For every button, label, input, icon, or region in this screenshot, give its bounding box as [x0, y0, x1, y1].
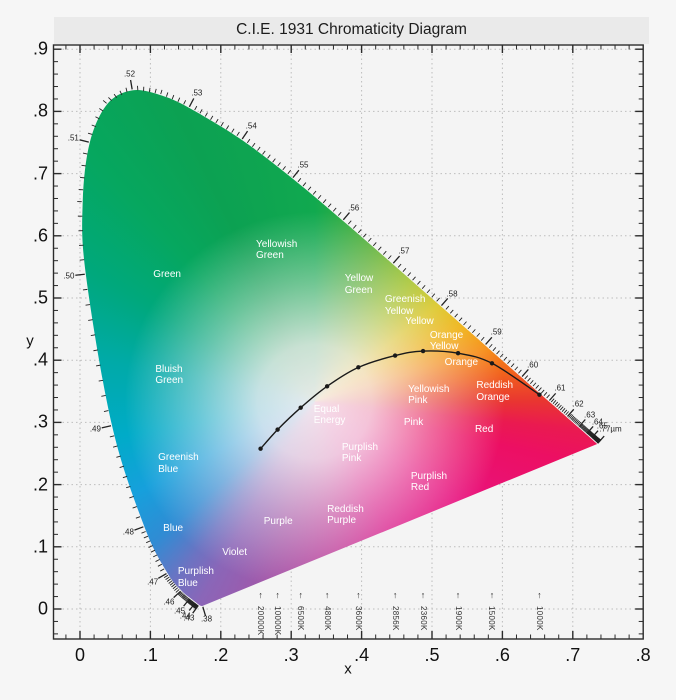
- wavelength-label: .53: [191, 88, 203, 98]
- region-label: Blue: [163, 523, 184, 535]
- wavelength-label: .44: [179, 611, 191, 621]
- wavelength-label: .60: [527, 360, 539, 370]
- region-label: Reddish Orange: [476, 380, 514, 403]
- x-axis-title: x: [344, 660, 352, 678]
- wavelength-label: .63: [584, 410, 596, 420]
- temp-label: 4800K: [322, 606, 332, 631]
- region-label: Yellow Green: [344, 273, 374, 296]
- wavelength-label: .50: [63, 271, 75, 281]
- temp-label: 20000K: [256, 606, 266, 636]
- up-arrow-icon: ↑: [392, 590, 398, 600]
- wavelength-label: .62: [572, 399, 584, 409]
- temp-label: 6500K: [296, 606, 306, 631]
- temp-label: 2856K: [390, 606, 400, 631]
- x-tick-label: .4: [354, 645, 370, 665]
- y-tick-label: .1: [32, 536, 48, 557]
- x-tick-label: .5: [424, 645, 440, 665]
- region-label: Yellowish Green: [256, 238, 298, 262]
- spectral-locus-ticks: [75, 79, 605, 617]
- region-label: Violet: [222, 546, 248, 558]
- y-axis-title: y: [26, 332, 34, 350]
- axis-ticks: [53, 45, 644, 639]
- temp-label: 1500K: [487, 606, 497, 631]
- planckian-locus-curve: [260, 350, 540, 450]
- x-tick-label: .6: [494, 645, 510, 665]
- up-arrow-icon: ↑: [537, 590, 542, 600]
- up-arrow-icon: ↑: [298, 590, 303, 600]
- wavelength-label: .51: [67, 133, 79, 143]
- y-tick-label: 0: [37, 598, 48, 619]
- region-label: Purple: [263, 515, 293, 527]
- temp-label: 10000K: [273, 606, 283, 636]
- up-arrow-icon: ↑: [455, 590, 461, 600]
- wavelength-label: .56: [348, 203, 360, 213]
- x-tick-label: .8: [635, 645, 651, 665]
- region-label: Pink: [403, 416, 424, 428]
- up-arrow-icon: ↑: [356, 590, 361, 600]
- region-label: Purplish Blue: [177, 566, 214, 589]
- up-arrow-icon: ↑: [275, 590, 280, 600]
- up-arrow-icon: ↑: [324, 590, 330, 600]
- page-title: C.I.E. 1931 Chromaticity Diagram: [236, 21, 467, 38]
- region-label: Purplish Pink: [341, 441, 379, 465]
- region-label: Equal Energy: [313, 403, 346, 427]
- wavelength-label: .49: [89, 424, 101, 434]
- temp-label: 2360K: [418, 606, 428, 631]
- temp-label: 1000K: [534, 606, 544, 631]
- wavelength-label: .65: [596, 421, 608, 431]
- y-tick-label: .4: [32, 349, 48, 370]
- region-label: Yellowish Pink: [408, 383, 450, 407]
- up-arrow-icon: ↑: [258, 590, 263, 600]
- up-arrow-icon: ↑: [489, 590, 495, 600]
- wavelength-label: .43: [183, 613, 195, 623]
- region-label: Orange: [444, 357, 479, 369]
- x-tick-label: 0: [74, 645, 86, 665]
- region-label: Red: [474, 424, 494, 436]
- y-tick-label: .9: [32, 38, 48, 59]
- y-tick-label: .7: [32, 163, 48, 184]
- region-label: Green: [153, 268, 181, 280]
- x-tick-label: .2: [213, 645, 229, 665]
- wavelength-label: .46: [163, 597, 175, 607]
- wavelength-label: .47: [147, 577, 159, 587]
- y-tick-label: .2: [32, 474, 48, 495]
- y-tick-label: .8: [32, 100, 48, 121]
- x-tick-label: .3: [283, 645, 299, 665]
- temp-label: 1900K: [453, 606, 463, 631]
- wavelength-label: .59: [490, 327, 502, 337]
- title-band: [54, 17, 649, 44]
- x-tick-label: .1: [142, 645, 158, 665]
- y-tick-label: .5: [32, 287, 48, 308]
- y-tick-label: .6: [32, 225, 48, 246]
- wavelength-label: .58: [446, 289, 458, 299]
- wavelength-label: .77µm: [599, 424, 622, 434]
- region-label: Greenish Yellow: [384, 294, 426, 317]
- wavelength-label: .54: [245, 121, 257, 131]
- x-tick-label: .7: [565, 645, 581, 665]
- wavelength-label: .64: [591, 417, 603, 426]
- y-tick-label: .3: [32, 411, 48, 432]
- temp-label: 3600K: [353, 606, 363, 631]
- planckian-locus-points: [258, 348, 542, 451]
- region-label: Greenish Blue: [158, 452, 199, 475]
- wavelength-label: .52: [123, 69, 136, 79]
- region-label: Purplish Red: [410, 470, 448, 494]
- region-label: Orange Yellow: [429, 329, 464, 353]
- plot-border: [52, 44, 644, 640]
- region-label: Yellow: [405, 316, 434, 328]
- wavelength-label: .61: [554, 383, 566, 393]
- up-arrow-icon: ↑: [420, 590, 426, 600]
- wavelength-label: .57: [398, 246, 410, 256]
- region-label: Reddish Purple: [327, 503, 364, 527]
- wavelength-label: .38: [200, 614, 213, 624]
- wavelength-label: .45: [173, 606, 186, 616]
- wavelength-label: .48: [122, 527, 134, 537]
- region-label: Bluish Green: [155, 363, 184, 387]
- wavelength-label: .55: [297, 160, 309, 170]
